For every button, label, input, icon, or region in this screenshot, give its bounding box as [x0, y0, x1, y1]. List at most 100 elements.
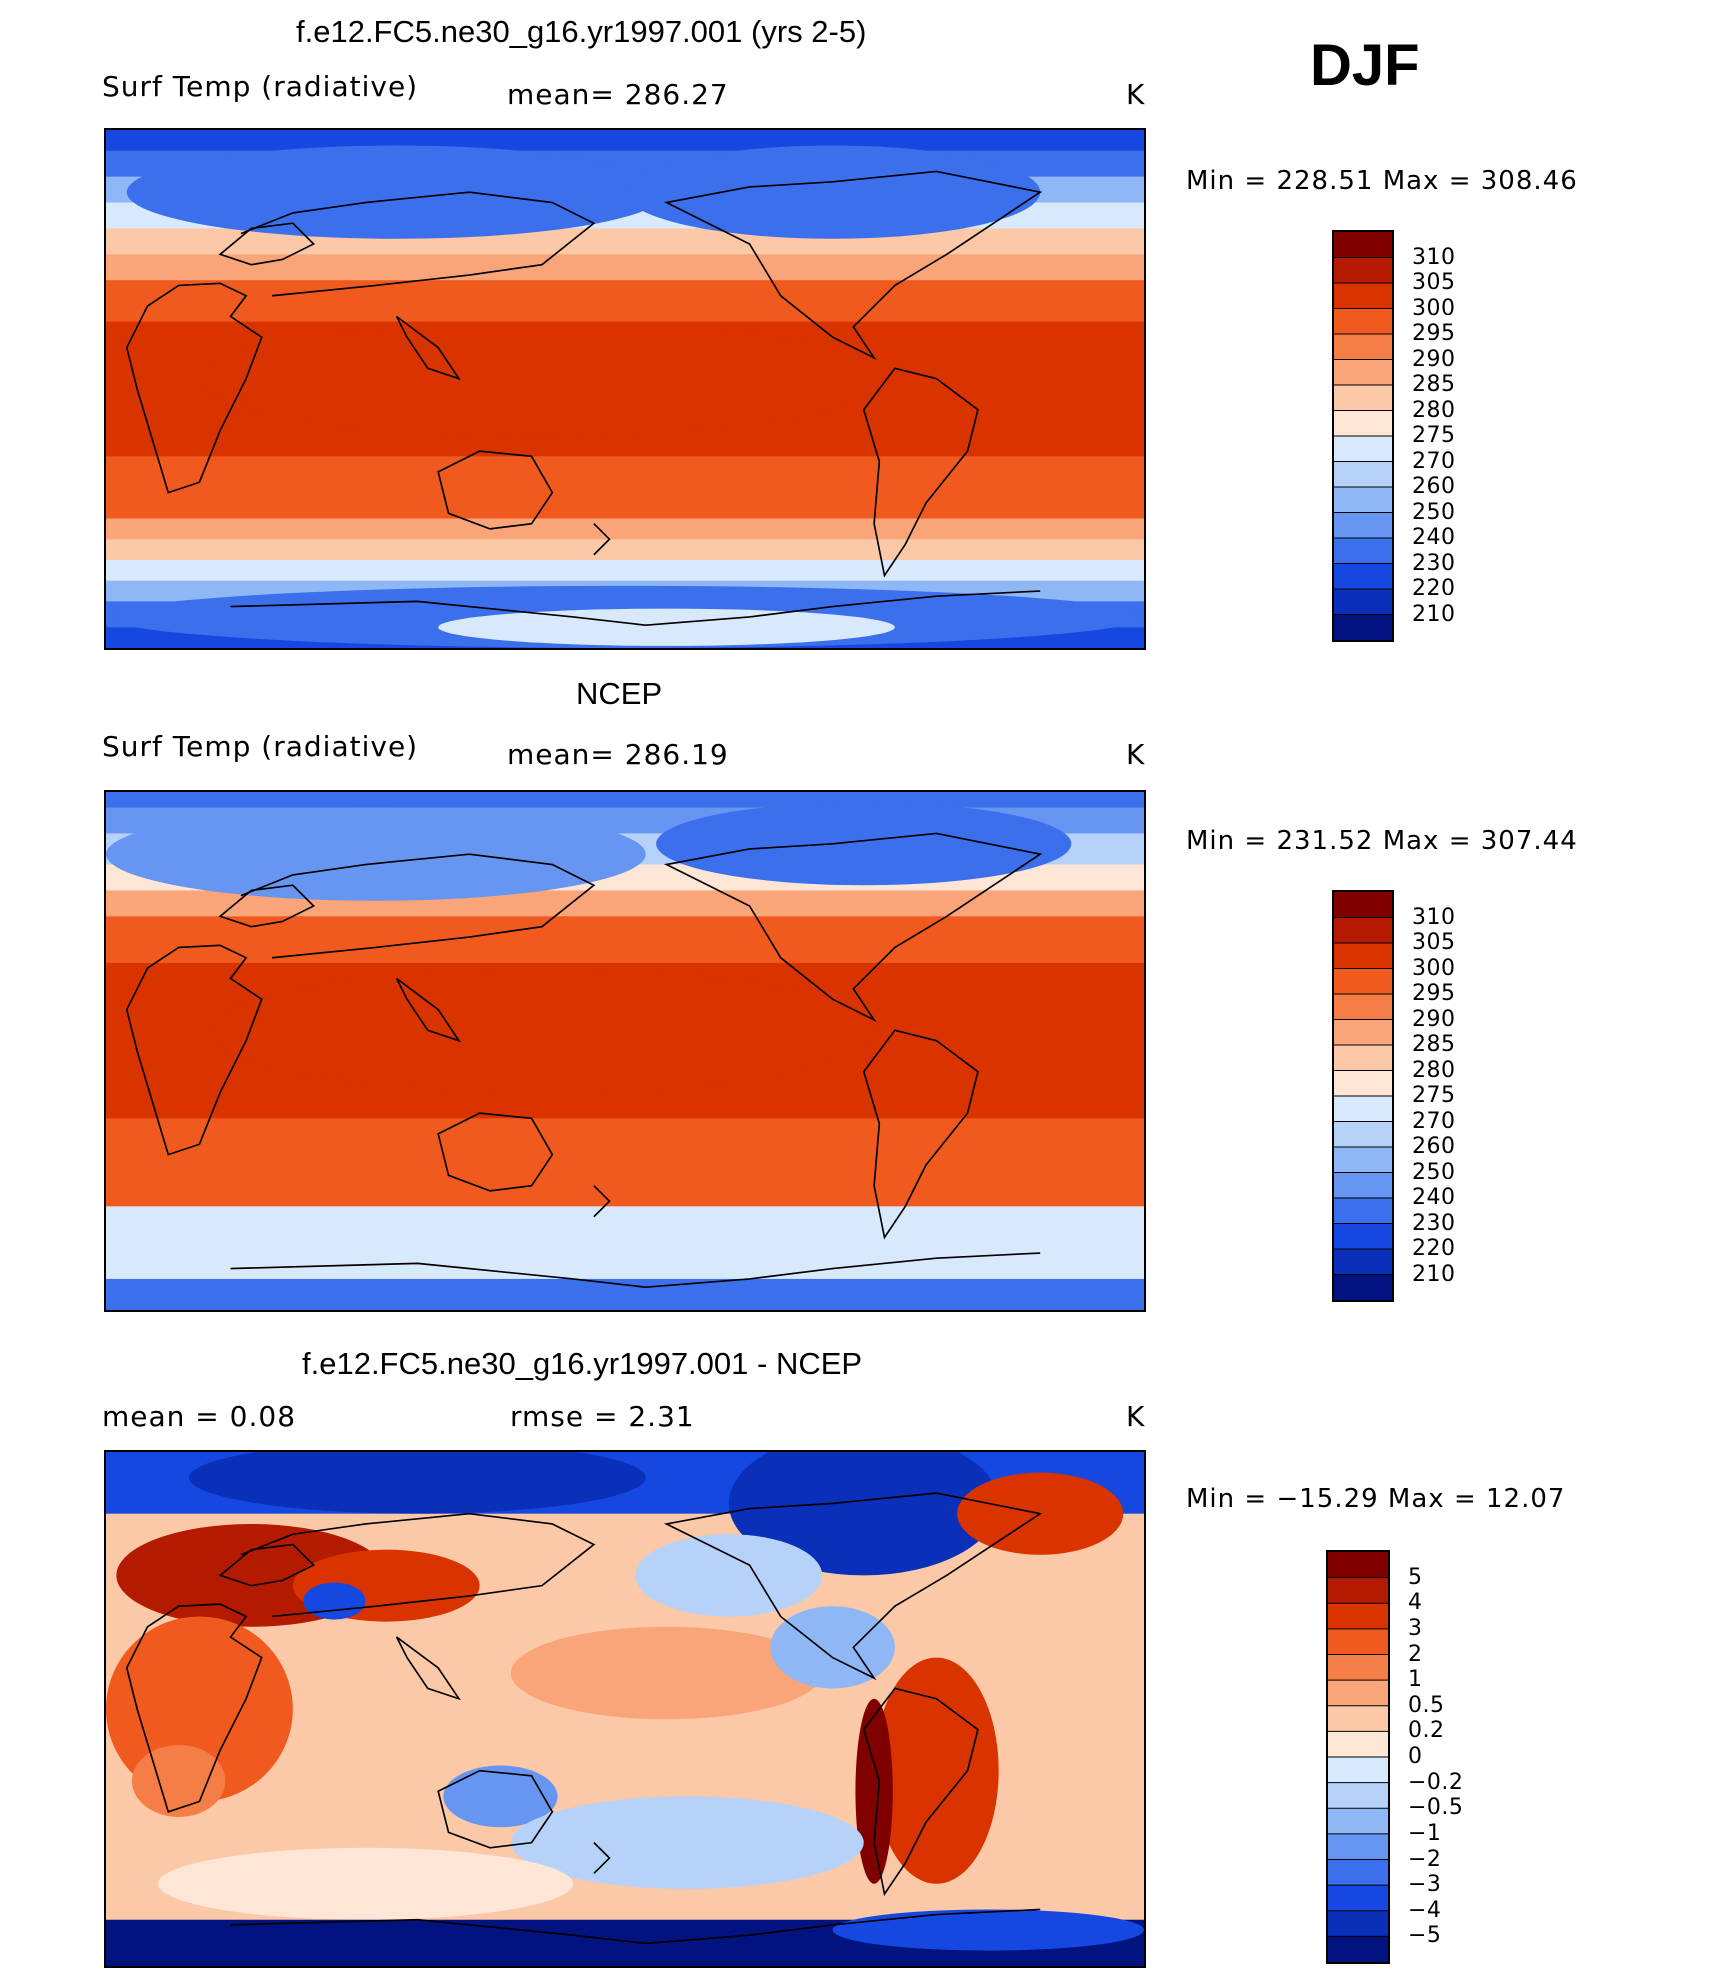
- panel1-colorbar-label: 280: [1412, 397, 1456, 423]
- panel2-colorbar-label: 290: [1412, 1006, 1456, 1032]
- panel2-colorbar-swatch: [1334, 917, 1392, 944]
- panel3-colorbar-label: −2: [1408, 1846, 1442, 1872]
- panel3-colorbar-swatch: [1328, 1757, 1388, 1784]
- panel1-colorbar-label: 240: [1412, 525, 1456, 550]
- panel1-colorbar-swatch: [1334, 614, 1392, 640]
- panel2-colorbar-swatch: [1334, 994, 1392, 1020]
- panel1-colorbar-label: 220: [1412, 576, 1456, 601]
- panel2-colorbar-label: 270: [1412, 1108, 1456, 1134]
- panel3-colorbar-swatch: [1328, 1808, 1388, 1835]
- panel2-colorbar-swatch: [1334, 1045, 1392, 1071]
- panel1-title: f.e12.FC5.ne30_g16.yr1997.001 (yrs 2-5): [296, 14, 867, 49]
- panel1-colorbar-swatch: [1334, 512, 1392, 539]
- panel3-units-label: K: [1126, 1400, 1146, 1433]
- panel2-minmax: Min = 231.52 Max = 307.44: [1186, 826, 1578, 856]
- panel3-colorbar-box: [1326, 1550, 1390, 1964]
- panel2-units-label: K: [1126, 738, 1146, 771]
- panel1-colorbar-swatch: [1334, 334, 1392, 360]
- panel3-colorbar-label: −4: [1408, 1897, 1442, 1923]
- panel3-colorbar-swatch: [1328, 1833, 1388, 1860]
- panel2-mean-label: mean= 286.19: [507, 738, 729, 771]
- panel3-map: [104, 1450, 1146, 1968]
- panel1-mean-label: mean= 286.27: [507, 78, 729, 111]
- panel1-colorbar-label: 230: [1412, 550, 1456, 576]
- panel2-colorbar-box: [1332, 890, 1394, 1302]
- panel1-colorbar-swatch: [1334, 589, 1392, 615]
- panel2-colorbar-label: 250: [1412, 1159, 1456, 1185]
- panel2-colorbar-label: 305: [1412, 930, 1456, 955]
- panel1-colorbar-swatch: [1334, 563, 1392, 590]
- panel2-map: [104, 790, 1146, 1312]
- panel1-colorbar-label: 300: [1412, 295, 1456, 321]
- panel2-variable-label: Surf Temp (radiative): [102, 730, 419, 763]
- panel1-temperature-field: [106, 130, 1144, 648]
- panel1-colorbar-label: 270: [1412, 448, 1456, 474]
- panel3-colorbar: 5 4 3 2 1 0.5 0.2 0 −0.2 −0.5 −1 −2 −3 −4 −5: [1326, 1550, 1526, 1964]
- panel1-colorbar-label: 260: [1412, 474, 1456, 499]
- panel3-colorbar-swatch: [1328, 1680, 1388, 1707]
- panel3-colorbar-label: −0.5: [1408, 1795, 1464, 1821]
- panel2-colorbar-label: 240: [1412, 1185, 1456, 1210]
- panel1-variable-label: Surf Temp (radiative): [102, 70, 419, 103]
- panel3-colorbar-label: 5: [1408, 1564, 1423, 1590]
- panel2-temperature-field: [106, 792, 1144, 1310]
- panel1-colorbar: 310 305 300 295 290 285 280 275 270 260 250 240 230 2…: [1332, 230, 1532, 642]
- panel1-colorbar-label: 285: [1412, 372, 1456, 397]
- panel2-colorbar-label: 285: [1412, 1032, 1456, 1057]
- panel2-colorbar-swatch: [1334, 1198, 1392, 1224]
- panel1-colorbar-swatch: [1334, 308, 1392, 335]
- panel1-colorbar-label: 210: [1412, 601, 1456, 627]
- panel2-title: NCEP: [576, 676, 663, 711]
- panel1-colorbar-label: 305: [1412, 270, 1456, 295]
- panel1-colorbar-swatch: [1334, 232, 1392, 258]
- panel3-colorbar-swatch: [1328, 1628, 1388, 1655]
- panel2-colorbar-label: 230: [1412, 1210, 1456, 1236]
- panel2-colorbar-label: 260: [1412, 1134, 1456, 1159]
- panel3-colorbar-swatch: [1328, 1705, 1388, 1732]
- panel1-colorbar-swatch: [1334, 436, 1392, 462]
- panel2-colorbar-swatches: [1334, 892, 1392, 1300]
- panel3-colorbar-label: −5: [1408, 1923, 1442, 1949]
- panel1-colorbar-swatch: [1334, 257, 1392, 284]
- panel3-colorbar-label: −1: [1408, 1820, 1442, 1846]
- panel3-colorbar-swatches: [1328, 1552, 1388, 1962]
- panel3-colorbar-label: 0.2: [1408, 1718, 1445, 1744]
- panel3-colorbar-label: −3: [1408, 1872, 1442, 1898]
- panel2-colorbar-swatch: [1334, 1019, 1392, 1046]
- panel2-colorbar-label: 310: [1412, 904, 1456, 930]
- panel2-colorbar-swatch: [1334, 1274, 1392, 1300]
- panel1-colorbar-label: 290: [1412, 346, 1456, 372]
- panel3-colorbar-swatch: [1328, 1910, 1388, 1937]
- panel2-colorbar-swatch: [1334, 943, 1392, 969]
- panel1-units-label: K: [1126, 78, 1146, 111]
- panel2-colorbar-swatch: [1334, 968, 1392, 995]
- panel3-colorbar-swatch: [1328, 1731, 1388, 1758]
- panel1-colorbar-swatch: [1334, 538, 1392, 564]
- panel1-colorbar-swatch: [1334, 410, 1392, 437]
- panel2-colorbar-swatch: [1334, 1070, 1392, 1097]
- panel2-colorbar-label: 275: [1412, 1083, 1456, 1108]
- panel1-colorbar-box: [1332, 230, 1394, 642]
- panel1-map: [104, 128, 1146, 650]
- panel2-colorbar-swatch: [1334, 1147, 1392, 1173]
- panel2-colorbar-label: 295: [1412, 981, 1456, 1006]
- panel3-difference-field: [106, 1452, 1144, 1966]
- panel2-colorbar-label: 220: [1412, 1236, 1456, 1261]
- panel3-colorbar-swatch: [1328, 1603, 1388, 1630]
- panel2-colorbar-swatch: [1334, 1096, 1392, 1122]
- panel3-colorbar-swatch: [1328, 1936, 1388, 1962]
- panel1-colorbar-swatch: [1334, 461, 1392, 488]
- panel1-colorbar-swatch: [1334, 385, 1392, 411]
- panel3-colorbar-label: 0.5: [1408, 1692, 1445, 1718]
- panel3-colorbar-swatch: [1328, 1782, 1388, 1809]
- panel2-colorbar-label: 300: [1412, 955, 1456, 981]
- panel1-colorbar-swatches: [1334, 232, 1392, 640]
- panel1-colorbar-swatch: [1334, 359, 1392, 386]
- panel3-rmse-label: rmse = 2.31: [510, 1400, 695, 1433]
- panel3-colorbar-swatch: [1328, 1654, 1388, 1681]
- panel3-colorbar-swatch: [1328, 1859, 1388, 1886]
- panel3-title: f.e12.FC5.ne30_g16.yr1997.001 - NCEP: [302, 1346, 863, 1381]
- panel1-minmax: Min = 228.51 Max = 308.46: [1186, 166, 1578, 196]
- panel1-colorbar-swatch: [1334, 283, 1392, 309]
- panel2-colorbar-swatch: [1334, 1121, 1392, 1148]
